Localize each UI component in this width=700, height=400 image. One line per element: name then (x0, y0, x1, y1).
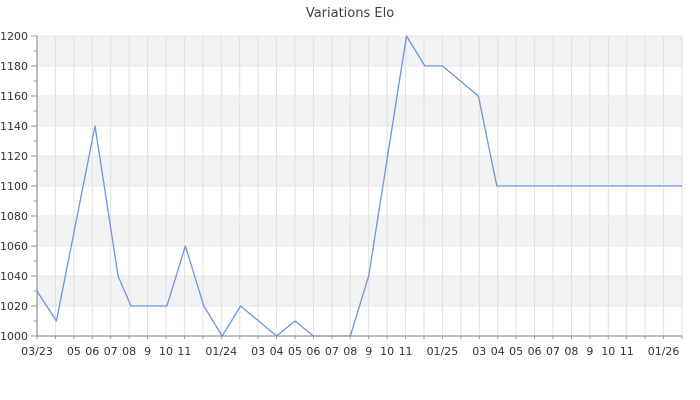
plot-band (37, 156, 682, 186)
x-tick-label: 03 (472, 345, 486, 358)
y-axis-labels: 1000 1020 1040 1060 1080 1100 1120 1140 1160 1180… (0, 30, 28, 343)
y-tick-label: 1020 (0, 300, 28, 313)
plot-band (37, 216, 682, 246)
x-tick-label: 10 (601, 345, 615, 358)
plot-band (37, 276, 682, 306)
x-tick-label: 07 (104, 345, 118, 358)
gridlines (54, 36, 683, 336)
x-tick-label: 08 (122, 345, 136, 358)
y-tick-label: 1060 (0, 240, 28, 253)
x-tick-label: 01/26 (648, 345, 680, 358)
x-tick-label: 10 (380, 345, 394, 358)
y-tick-label: 1140 (0, 120, 28, 133)
y-tick-label: 1080 (0, 210, 28, 223)
x-tick-label: 07 (325, 345, 339, 358)
x-tick-label: 9 (586, 345, 593, 358)
x-tick-label: 05 (288, 345, 302, 358)
x-tick-label: 10 (159, 345, 173, 358)
plot-bands (37, 35, 682, 307)
x-tick-label: 9 (144, 345, 151, 358)
x-tick-label: 11 (620, 345, 634, 358)
chart-title: Variations Elo (306, 6, 394, 21)
x-tick-label: 03 (251, 345, 265, 358)
y-tick-label: 1160 (0, 90, 28, 103)
x-tick-label: 03/23 (21, 345, 53, 358)
y-tick-label: 1040 (0, 270, 28, 283)
x-tick-label: 06 (85, 345, 99, 358)
plot-band (37, 96, 682, 126)
x-tick-label: 11 (399, 345, 413, 358)
x-tick-label: 08 (564, 345, 578, 358)
y-tick-label: 1100 (0, 180, 28, 193)
x-tick-label: 9 (365, 345, 372, 358)
x-tick-label: 07 (546, 345, 560, 358)
x-tick-label: 06 (528, 345, 542, 358)
x-tick-label: 08 (343, 345, 357, 358)
x-tick-label: 11 (177, 345, 191, 358)
y-tick-label: 1120 (0, 150, 28, 163)
plot-band (37, 36, 682, 66)
x-tick-label: 01/25 (427, 345, 459, 358)
y-tick-label: 1200 (0, 30, 28, 43)
x-tick-label: 05 (509, 345, 523, 358)
x-axis-labels: 03/23 05 06 07 08 9 10 11 01/24 03 04 05 06 07 08 9 10 11… (21, 345, 679, 358)
x-tick-label: 01/24 (205, 345, 237, 358)
y-tick-label: 1000 (0, 330, 28, 343)
y-tick-label: 1180 (0, 60, 28, 73)
x-tick-label: 06 (306, 345, 320, 358)
axis-ticks (31, 35, 683, 339)
x-tick-label: 04 (270, 345, 284, 358)
x-tick-label: 04 (491, 345, 505, 358)
x-tick-label: 05 (67, 345, 81, 358)
